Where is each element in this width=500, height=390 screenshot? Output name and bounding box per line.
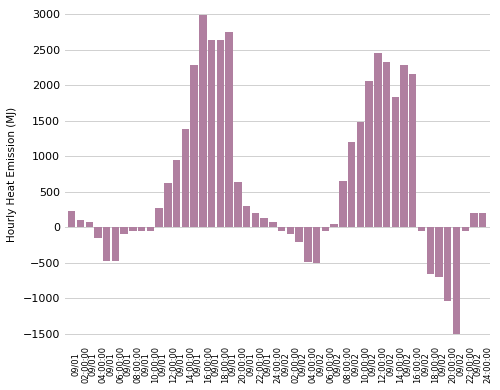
Bar bbox=[453, 227, 460, 334]
Bar bbox=[444, 227, 452, 301]
Bar bbox=[208, 40, 216, 227]
Bar bbox=[304, 227, 312, 262]
Bar bbox=[436, 227, 442, 277]
Bar bbox=[129, 227, 136, 231]
Bar bbox=[418, 227, 425, 231]
Bar bbox=[409, 74, 416, 227]
Bar bbox=[296, 227, 303, 241]
Bar bbox=[470, 213, 478, 227]
Bar bbox=[286, 227, 294, 234]
Bar bbox=[86, 222, 93, 227]
Bar bbox=[426, 227, 434, 273]
Bar bbox=[462, 227, 469, 231]
Bar bbox=[330, 224, 338, 227]
Bar bbox=[216, 40, 224, 227]
Bar bbox=[243, 206, 250, 227]
Bar bbox=[190, 64, 198, 227]
Bar bbox=[173, 160, 180, 227]
Bar bbox=[226, 32, 233, 227]
Bar bbox=[94, 227, 102, 238]
Bar bbox=[269, 222, 276, 227]
Bar bbox=[356, 122, 364, 227]
Bar bbox=[146, 227, 154, 231]
Bar bbox=[182, 129, 189, 227]
Bar bbox=[479, 213, 486, 227]
Bar bbox=[383, 62, 390, 227]
Bar bbox=[234, 182, 241, 227]
Bar bbox=[348, 142, 356, 227]
Bar bbox=[374, 53, 382, 227]
Bar bbox=[339, 181, 346, 227]
Bar bbox=[68, 211, 76, 227]
Bar bbox=[112, 227, 119, 261]
Bar bbox=[313, 227, 320, 263]
Bar bbox=[260, 218, 268, 227]
Bar bbox=[77, 220, 84, 227]
Bar bbox=[400, 64, 408, 227]
Bar bbox=[252, 213, 259, 227]
Y-axis label: Hourly Heat Emission (MJ): Hourly Heat Emission (MJ) bbox=[7, 106, 17, 241]
Bar bbox=[366, 81, 373, 227]
Bar bbox=[392, 96, 399, 227]
Bar bbox=[156, 208, 163, 227]
Bar bbox=[278, 227, 285, 231]
Bar bbox=[120, 227, 128, 234]
Bar bbox=[322, 227, 329, 231]
Bar bbox=[199, 15, 206, 227]
Bar bbox=[103, 227, 110, 261]
Bar bbox=[164, 183, 172, 227]
Bar bbox=[138, 227, 145, 231]
